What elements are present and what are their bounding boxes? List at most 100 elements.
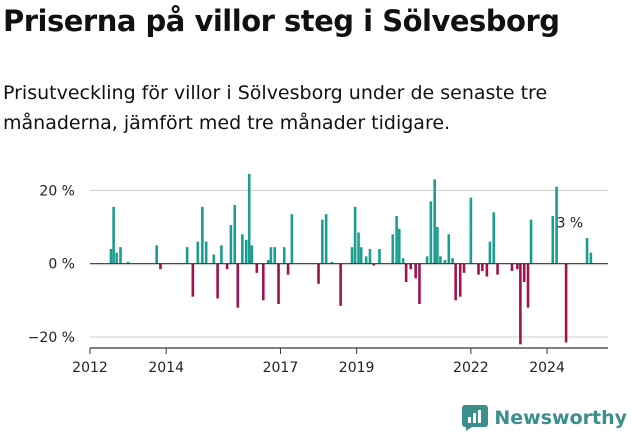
bar [477,263,480,275]
bar [324,214,328,264]
brand-name: Newsworthy [494,407,627,429]
bar [155,245,158,264]
brand[interactable]: Newsworthy [462,405,627,431]
x-tick: 2017 [263,348,299,376]
x-tick-label: 2012 [72,360,108,376]
bars [109,173,593,345]
bar [481,263,484,271]
bar [551,216,555,264]
bar [119,247,122,264]
bar [395,216,398,264]
x-tick: 2019 [339,348,375,376]
bar [241,234,244,264]
bar [409,263,413,270]
bar [564,263,568,343]
bar [126,261,130,264]
bar [492,212,496,264]
bar [247,173,251,264]
bar [364,256,368,264]
y-tick-label: 0 % [48,257,75,273]
bar [488,241,492,264]
latest-value-label: 3 % [557,216,584,232]
bar [462,263,466,273]
bar [233,205,237,264]
x-tick-label: 2017 [263,360,299,376]
bar [522,263,526,282]
bar [418,263,421,304]
bar [589,252,593,264]
bar [439,256,442,264]
bar [321,219,324,264]
x-axis: 2012 2014 2017 2019 2022 2024 [72,348,565,376]
bar [585,238,589,264]
bar [317,263,320,284]
y-tick: 20 % [39,183,75,199]
bar [496,263,499,275]
bar [378,249,381,264]
bar [516,263,519,270]
bar [159,263,162,270]
bar [451,258,454,264]
bar [191,263,195,297]
y-tick: −20 % [28,330,75,346]
x-tick: 2022 [453,348,489,376]
bar [282,247,286,264]
bar [447,234,451,264]
bar [359,247,363,264]
bar [526,263,530,308]
bar [414,263,417,279]
bar [425,256,429,264]
x-tick-label: 2022 [453,360,489,376]
bar [201,206,204,264]
y-tick-label: 20 % [39,183,75,199]
y-tick: 0 % [48,257,75,273]
bar [229,225,233,264]
bar [216,263,219,299]
bar [244,239,248,264]
bar [225,263,229,270]
bar [204,241,208,264]
bar [469,197,473,264]
bar [429,201,433,264]
bar [196,241,200,264]
bar [262,263,265,301]
bar [519,263,522,345]
bar [250,245,254,264]
bar [433,179,436,264]
chart-title: Priserna på villor steg i Sölvesborg [3,4,560,38]
x-tick-label: 2019 [339,360,375,376]
x-tick: 2014 [148,348,184,376]
bar [269,247,273,264]
bar [404,263,408,282]
x-tick: 2024 [529,348,565,376]
bar [330,261,334,264]
newsworthy-logo-icon [462,405,489,431]
bar [212,254,216,264]
x-tick: 2012 [72,348,108,376]
bar [112,206,115,264]
x-tick-label: 2014 [148,360,184,376]
x-tick-label: 2024 [529,360,565,376]
bar [115,252,118,264]
bar [510,263,514,271]
bar [266,260,270,264]
bar [236,263,240,308]
y-axis: 20 % 0 % −20 % [28,183,75,346]
bar [277,263,280,304]
bar [443,260,447,264]
bar [458,263,462,297]
y-tick-label: −20 % [28,330,75,346]
bar [273,247,277,264]
bar [485,263,489,277]
bar [368,249,372,264]
bar [109,249,113,264]
bar [353,206,357,264]
bar [185,247,189,264]
bar [350,247,354,264]
bar [357,232,360,264]
bar [391,234,395,264]
bar [372,263,376,266]
bar [339,263,342,306]
bar [436,227,439,264]
